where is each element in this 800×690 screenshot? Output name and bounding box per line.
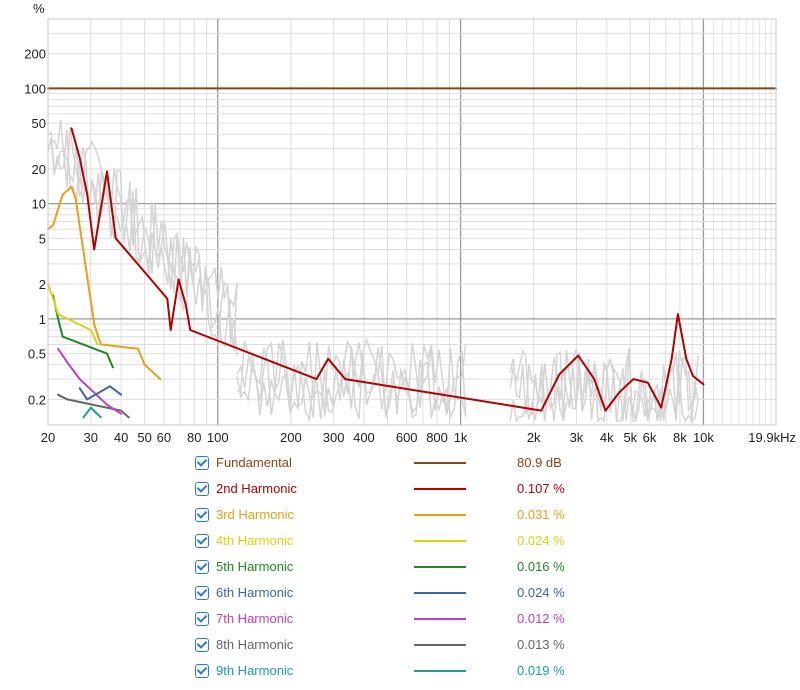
legend-series-name: 8th Harmonic [216,637,294,652]
x-tick-label: 2k [527,430,541,445]
x-tick-label: 20 [41,430,55,445]
series-line [78,385,123,401]
background-trace [236,339,467,420]
legend-checkbox[interactable] [195,560,209,574]
legend-line-swatch [414,644,466,646]
y-tick-label: 200 [24,47,46,62]
series-line [57,393,130,419]
y-tick-label: 50 [32,116,46,131]
legend-series-name: 9th Harmonic [216,663,294,678]
legend-row: 2nd Harmonic 0.107 % [195,479,615,505]
legend-series-name: 5th Harmonic [216,559,294,574]
y-tick-label: 100 [24,81,46,96]
plot-frame [47,18,777,426]
x-tick-label: 8k [673,430,687,445]
y-tick-label: 5 [39,231,46,246]
distortion-chart: % 20 30 40 50 60 80 100 200 300 400 600 800 1k 2k 3k 4k… [24,1,796,445]
x-tick-label: 6k [643,430,657,445]
x-tick-label: 600 [396,430,418,445]
background-trace [236,341,467,416]
legend-checkbox[interactable] [195,664,209,678]
legend-line-swatch [414,618,466,620]
legend-checkbox[interactable] [195,612,209,626]
x-tick-label: 100 [207,430,229,445]
legend-line-swatch [414,488,466,490]
legend-series-value: 0.107 % [517,481,565,496]
legend-line-swatch [414,540,466,542]
legend-line-swatch [414,670,466,672]
legend-checkbox[interactable] [195,586,209,600]
legend-series-value: 0.016 % [517,559,565,574]
y-tick-label: 10 [32,197,46,212]
legend-series-name: 7th Harmonic [216,611,294,626]
legend-series-value: 0.012 % [517,611,565,626]
x-tick-label: 200 [280,430,302,445]
x-tick-label: 19.9kHz [748,430,796,445]
y-tick-label: 1 [39,312,46,327]
legend-row: 6th Harmonic 0.024 % [195,583,615,609]
legend-series-value: 0.031 % [517,507,565,522]
legend-row: 7th Harmonic 0.012 % [195,609,615,635]
legend-series-name: 2nd Harmonic [216,481,297,496]
legend-series-value: 0.013 % [517,637,565,652]
legend-row: 3rd Harmonic 0.031 % [195,505,615,531]
legend-series-value: 0.019 % [517,663,565,678]
series-line [82,406,102,419]
x-tick-label: 40 [114,430,128,445]
series-line [47,283,99,346]
legend-checkbox[interactable] [195,456,209,470]
legend-series-name: Fundamental [216,455,292,470]
series-line [57,347,123,415]
legend-line-swatch [414,592,466,594]
x-tick-label: 10k [693,430,714,445]
legend-series-value: 0.024 % [517,533,565,548]
y-tick-label: 0.5 [28,347,46,362]
x-tick-label: 400 [353,430,375,445]
x-tick-label: 80 [187,430,201,445]
series-line [52,294,114,369]
y-tick-label: 2 [39,277,46,292]
legend-row: 5th Harmonic 0.016 % [195,557,615,583]
background-traces [47,119,699,424]
legend-line-swatch [414,514,466,516]
legend-line-swatch [414,566,466,568]
legend-row: 9th Harmonic 0.019 % [195,661,615,687]
legend-row: 4th Harmonic 0.024 % [195,531,615,557]
x-tick-label: 4k [600,430,614,445]
series-line [70,127,705,412]
legend-series-name: 4th Harmonic [216,533,294,548]
legend: Fundamental 80.9 dB 2nd Harmonic 0.107 % 3rd… [195,453,615,687]
legend-series-name: 6th Harmonic [216,585,294,600]
x-tick-label: 1k [454,430,468,445]
x-tick-label: 60 [157,430,171,445]
grid [48,19,776,425]
x-tick-label: 3k [570,430,584,445]
legend-row: 8th Harmonic 0.013 % [195,635,615,661]
x-tick-label: 5k [623,430,637,445]
series-lines [47,87,777,419]
legend-line-swatch [414,462,466,464]
legend-checkbox[interactable] [195,534,209,548]
y-axis-label: % [33,1,45,16]
legend-series-value: 80.9 dB [517,455,562,470]
background-trace [236,337,467,422]
x-tick-label: 30 [84,430,98,445]
legend-checkbox[interactable] [195,638,209,652]
legend-row: Fundamental 80.9 dB [195,453,615,479]
x-tick-label: 50 [137,430,151,445]
x-tick-label: 300 [323,430,345,445]
series-line [47,185,162,381]
legend-checkbox[interactable] [195,508,209,522]
background-trace [47,119,238,356]
y-tick-label: 20 [32,162,46,177]
legend-series-value: 0.024 % [517,585,565,600]
y-tick-label: 0.2 [28,392,46,407]
legend-series-name: 3rd Harmonic [216,507,295,522]
tick-labels: 20 30 40 50 60 80 100 200 300 400 600 800 1k 2k 3k 4k 5k… [24,47,796,445]
legend-checkbox[interactable] [195,482,209,496]
background-trace [509,348,699,424]
x-tick-label: 800 [426,430,448,445]
